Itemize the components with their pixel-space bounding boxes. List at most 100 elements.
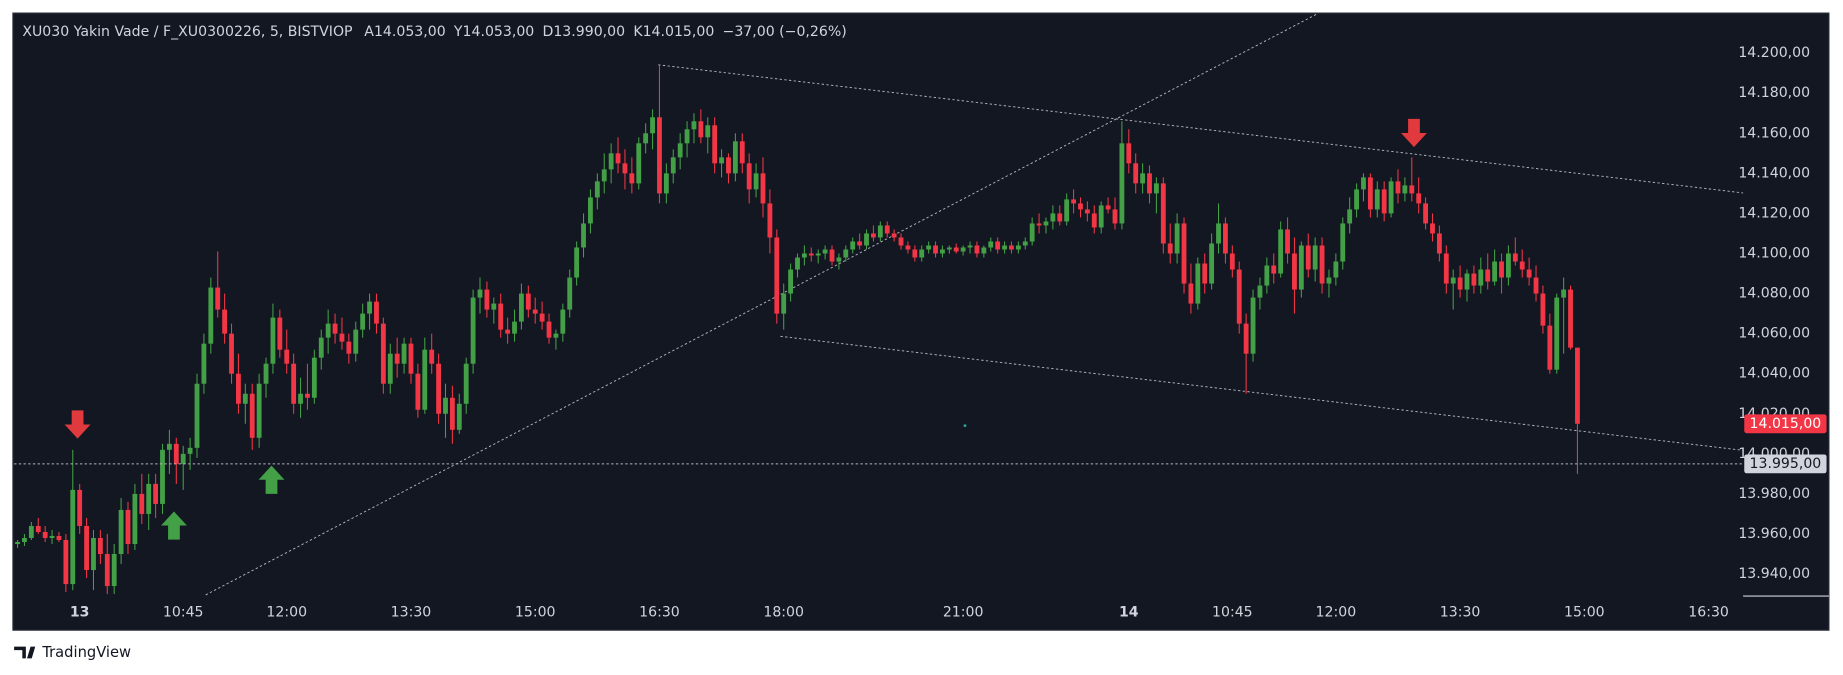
candle-body xyxy=(843,249,849,258)
candle-body xyxy=(1561,289,1567,298)
candle-body xyxy=(146,483,152,514)
candle-body xyxy=(822,249,828,254)
candle-body xyxy=(953,247,959,252)
candle-body xyxy=(829,249,835,262)
trend-line xyxy=(205,13,1317,596)
candle-body xyxy=(670,157,676,174)
candle-body xyxy=(919,249,925,258)
candle-body xyxy=(588,197,593,224)
candle-body xyxy=(836,257,842,262)
candle-body xyxy=(201,343,207,384)
candle-body xyxy=(726,157,731,174)
candle-body xyxy=(97,537,103,555)
candle-body xyxy=(42,531,48,538)
candle-body xyxy=(429,349,435,364)
candle-body xyxy=(1298,245,1304,290)
y-tick-label: 14.100,00 xyxy=(1738,246,1810,262)
candle-body xyxy=(353,329,359,354)
candle-body xyxy=(263,363,269,384)
candle-body xyxy=(104,554,110,587)
candle-body xyxy=(1354,189,1359,210)
candle-body xyxy=(91,537,96,571)
candle-body xyxy=(1450,277,1456,284)
candle-body xyxy=(346,341,352,354)
candle-body xyxy=(864,233,869,246)
candle-body xyxy=(1492,261,1498,282)
y-tick-label: 14.060,00 xyxy=(1738,326,1810,342)
candle-body xyxy=(746,163,752,190)
candle-body xyxy=(1464,273,1470,290)
candle-body xyxy=(1540,293,1546,326)
candle-body xyxy=(242,393,248,404)
last-price-label: 14.015,00 xyxy=(1750,416,1822,432)
plot: 14.200,00 14.180,00 14.160,00 14.140,00 14.1… xyxy=(14,45,1827,621)
candle-body xyxy=(946,247,952,250)
y-tick-label: 13.980,00 xyxy=(1738,486,1810,502)
candle-body xyxy=(1312,245,1318,270)
candle-body xyxy=(1471,273,1477,286)
candle-body xyxy=(663,173,669,194)
candle-body xyxy=(1112,209,1118,224)
candle-body xyxy=(194,383,200,448)
candle-body xyxy=(1519,261,1525,270)
marker-dot xyxy=(963,424,967,428)
candle-body xyxy=(1340,223,1346,262)
candle-body xyxy=(1174,223,1180,254)
candle-body xyxy=(284,349,290,364)
candle-body xyxy=(422,349,428,410)
candle-body xyxy=(1478,269,1484,286)
candle-body xyxy=(1133,163,1139,184)
candle-body xyxy=(249,393,255,438)
legend-key: A xyxy=(364,24,374,40)
candle-body xyxy=(270,317,276,364)
y-tick-label: 13.940,00 xyxy=(1738,566,1810,582)
x-tick-label: 14 xyxy=(1119,605,1139,621)
candle-body xyxy=(35,525,41,532)
candle-body xyxy=(1361,177,1366,190)
candle-body xyxy=(1347,209,1353,224)
price-line-label: 13.995,00 xyxy=(1750,456,1822,472)
x-tick-label: 13:30 xyxy=(1440,605,1481,621)
candle-body xyxy=(981,247,987,254)
candle-body xyxy=(518,293,524,322)
candle-body xyxy=(374,301,379,324)
candle-body xyxy=(781,293,787,314)
y-tick-label: 14.040,00 xyxy=(1738,366,1810,382)
candle-body xyxy=(1160,183,1166,244)
candle-body xyxy=(70,489,76,585)
candle-body xyxy=(367,301,372,314)
y-tick-label: 14.200,00 xyxy=(1738,45,1810,61)
price-line-badge xyxy=(1744,454,1827,474)
candle-body xyxy=(339,333,345,342)
candle-body xyxy=(691,121,697,130)
candle-body xyxy=(387,353,393,384)
candle-body xyxy=(380,323,386,384)
ohlc-legend: A 14.053,00 Y 14.053,00 D 13.990,00 K 14.015,00… xyxy=(364,24,846,40)
candle-body xyxy=(574,247,580,278)
candle-body xyxy=(1575,347,1580,424)
candle-body xyxy=(795,257,800,270)
candle-body xyxy=(1409,185,1415,194)
candle-body xyxy=(1119,143,1125,224)
candle-body xyxy=(525,293,531,310)
candle-body xyxy=(436,363,442,414)
candle-body xyxy=(222,309,228,334)
candle-body xyxy=(926,245,932,250)
candle-body xyxy=(1395,181,1401,194)
x-tick-label: 12:00 xyxy=(1316,605,1357,621)
candle-body xyxy=(1209,243,1215,284)
candle-body xyxy=(1229,253,1235,270)
candle-body xyxy=(166,443,172,450)
y-tick-label: 14.080,00 xyxy=(1738,286,1810,302)
candle-body xyxy=(1029,223,1035,242)
candle-body xyxy=(1257,285,1263,298)
candle-body xyxy=(63,539,69,585)
candle-body xyxy=(173,443,179,464)
candle-body xyxy=(1078,203,1083,210)
candle-body xyxy=(111,554,117,587)
candle-body xyxy=(705,125,711,138)
candle-body xyxy=(1333,261,1339,278)
candle-body xyxy=(160,449,165,504)
